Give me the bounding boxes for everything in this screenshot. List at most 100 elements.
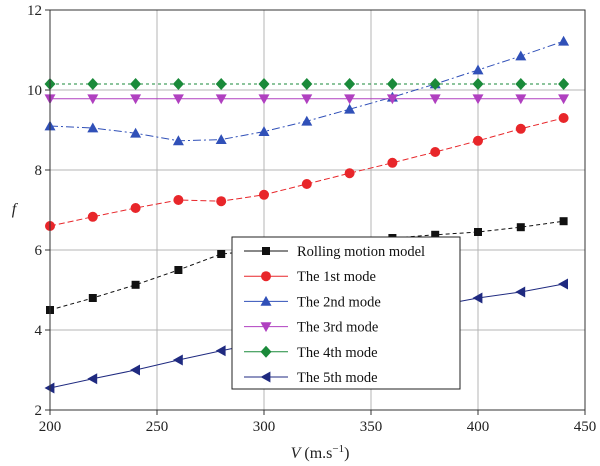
legend-item: Rolling motion model [244, 244, 425, 260]
data-point [515, 123, 526, 134]
y-tick-label: 12 [27, 3, 42, 19]
data-point [258, 126, 270, 136]
data-point [173, 195, 184, 205]
data-point [217, 250, 226, 258]
legend-marker [260, 322, 272, 333]
series-5 [44, 78, 570, 90]
legend-marker [260, 295, 272, 306]
data-point [344, 103, 356, 114]
legend: Rolling motion model The 1st mode The 2nd … [231, 236, 461, 390]
x-axis-title-unit: (m.s [300, 445, 332, 462]
data-point [515, 50, 527, 61]
legend-label: The 1st mode [297, 269, 376, 285]
data-point [130, 203, 141, 213]
data-point [344, 94, 356, 105]
data-point [88, 294, 97, 302]
data-point [87, 78, 99, 90]
legend-marker [260, 345, 272, 358]
data-point [558, 113, 569, 123]
y-tick-label: 2 [35, 403, 43, 419]
data-point [431, 230, 440, 239]
data-point [558, 94, 570, 105]
data-point [429, 94, 441, 105]
data-point [174, 266, 183, 274]
data-point [344, 168, 355, 179]
data-point [130, 78, 142, 90]
data-point [472, 94, 484, 105]
data-point [172, 94, 184, 105]
legend-label: The 4th mode [297, 345, 378, 361]
series-2 [45, 113, 569, 231]
legend-marker [260, 371, 271, 383]
data-point [87, 122, 99, 133]
data-point [474, 228, 482, 236]
data-point [301, 78, 313, 90]
legend-box [231, 236, 461, 390]
data-point [215, 78, 227, 90]
data-point [515, 78, 527, 90]
data-point [87, 94, 99, 105]
data-point [473, 135, 483, 146]
data-point [259, 189, 269, 200]
data-point [558, 78, 570, 90]
data-point [131, 280, 140, 289]
data-point [559, 217, 568, 226]
x-axis-title: V (m.s−1) [291, 443, 350, 462]
data-point [387, 157, 398, 168]
legend-label: The 5th mode [297, 370, 378, 386]
data-point [215, 345, 226, 357]
data-point [301, 94, 313, 105]
data-point [430, 147, 441, 157]
data-point [386, 78, 398, 90]
data-point [258, 78, 270, 90]
legend-item: The 2nd mode [244, 294, 381, 310]
y-tick-label: 6 [35, 243, 43, 259]
x-tick-label: 250 [146, 419, 169, 435]
data-point [558, 278, 568, 290]
data-point [386, 94, 398, 105]
data-point [87, 373, 98, 385]
series-4 [44, 94, 570, 105]
data-point [87, 211, 98, 222]
data-point [130, 364, 140, 376]
data-point [301, 115, 313, 126]
data-point [172, 354, 183, 366]
data-point [215, 94, 227, 105]
x-axis-title-superscript: −1 [332, 443, 344, 455]
data-point [515, 286, 526, 298]
data-point [215, 134, 227, 144]
data-point [558, 35, 570, 46]
y-tick-label: 8 [35, 163, 43, 179]
y-tick-label: 4 [35, 323, 43, 339]
data-point [516, 223, 525, 232]
data-point [44, 382, 55, 394]
data-point [172, 78, 184, 90]
data-point [472, 64, 484, 75]
data-point [130, 127, 142, 138]
data-point [344, 78, 356, 90]
data-point [429, 78, 441, 90]
data-point [515, 94, 527, 105]
legend-marker [261, 271, 271, 282]
y-tick-label: 10 [27, 83, 42, 99]
data-point [472, 78, 484, 90]
data-point [301, 179, 312, 189]
data-point [172, 135, 184, 146]
ticks: 200 250 300 350 400 450 2 4 6 8 10 12 [27, 3, 596, 435]
legend-item: The 5th mode [244, 370, 378, 386]
data-point [130, 94, 142, 105]
x-tick-label: 450 [574, 419, 597, 435]
legend-label: The 3rd mode [297, 320, 378, 336]
data-point [472, 292, 483, 304]
legend-label: Rolling motion model [297, 244, 425, 260]
x-tick-label: 400 [467, 419, 490, 435]
x-tick-label: 200 [39, 419, 62, 435]
x-tick-label: 300 [253, 419, 276, 435]
data-point [258, 94, 270, 105]
legend-marker [262, 247, 270, 255]
x-axis-title-close: ) [344, 445, 349, 462]
legend-item: The 4th mode [244, 345, 378, 361]
x-axis-title-variable: V [291, 445, 303, 462]
series-3 [44, 35, 570, 146]
legend-item: The 1st mode [244, 269, 376, 285]
